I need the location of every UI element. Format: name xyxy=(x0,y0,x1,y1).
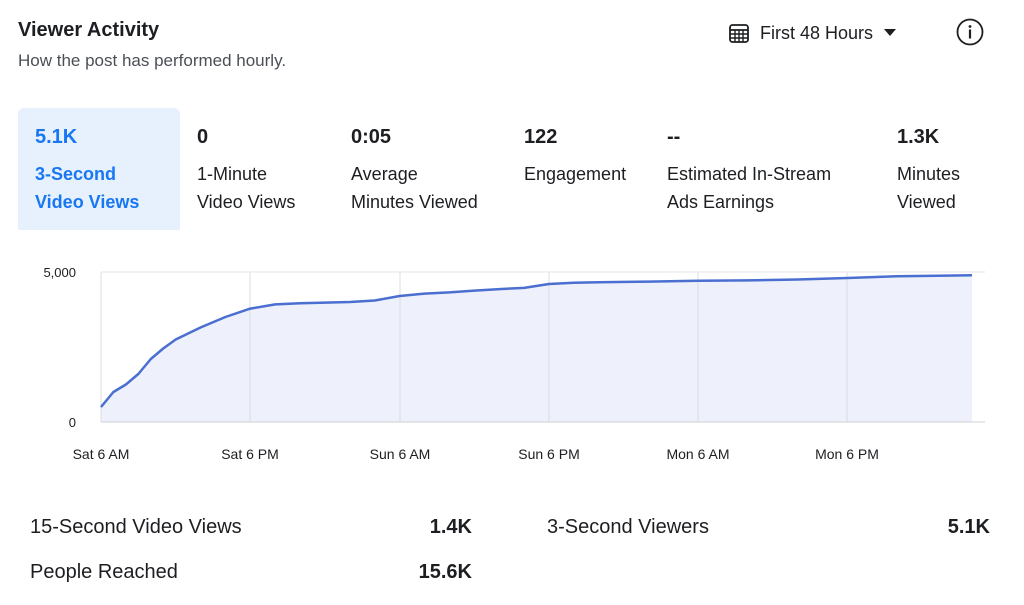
x-tick-label: Sun 6 PM xyxy=(518,446,579,462)
views-area-chart: 5,000 0 Sat 6 AM Sat 6 PM Sun 6 AM Sun 6 PM Mo… xyxy=(43,265,985,462)
metric-value: 122 xyxy=(524,126,558,148)
stat-label-15-second-views: 15-Second Video Views xyxy=(30,516,242,538)
info-icon[interactable] xyxy=(956,18,984,46)
y-tick-label: 5,000 xyxy=(43,265,76,280)
metric-tab-ads-earnings[interactable]: -- Estimated In-Stream Ads Earnings xyxy=(667,108,877,230)
metric-tab-engagement[interactable]: 122 Engagement xyxy=(524,108,654,230)
calendar-icon xyxy=(728,22,750,44)
x-tick-label: Mon 6 PM xyxy=(815,446,879,462)
metric-value: -- xyxy=(667,126,681,148)
date-range-label: First 48 Hours xyxy=(760,22,874,43)
card-title: Viewer Activity xyxy=(18,19,160,41)
metric-label: Average Minutes Viewed xyxy=(351,164,478,212)
y-tick-label: 0 xyxy=(69,415,76,430)
caret-down-icon xyxy=(883,28,897,38)
area-fill xyxy=(101,275,972,422)
x-tick-label: Sat 6 PM xyxy=(221,446,279,462)
stat-label-3-second-viewers: 3-Second Viewers xyxy=(547,516,709,538)
stat-label-people-reached: People Reached xyxy=(30,561,178,583)
metric-label: 3-Second Video Views xyxy=(35,164,140,212)
stat-value-3-second-viewers: 5.1K xyxy=(947,516,990,538)
metric-value: 0:05 xyxy=(351,126,392,148)
x-tick-label: Sun 6 AM xyxy=(370,446,431,462)
x-tick-label: Mon 6 AM xyxy=(666,446,729,462)
metric-value: 5.1K xyxy=(35,126,78,148)
metric-label: Engagement xyxy=(524,164,627,184)
metric-label: 1-Minute Video Views xyxy=(197,164,296,212)
metric-tab-1-minute-views[interactable]: 0 1-Minute Video Views xyxy=(197,108,337,230)
metric-value: 0 xyxy=(197,126,209,148)
metric-value: 1.3K xyxy=(897,126,940,148)
stat-value-15-second-views: 1.4K xyxy=(429,516,472,538)
stat-value-people-reached: 15.6K xyxy=(418,561,472,583)
metric-label: Estimated In-Stream Ads Earnings xyxy=(667,164,832,212)
date-range-dropdown[interactable]: First 48 Hours xyxy=(728,20,897,46)
series-line xyxy=(100,274,973,408)
metric-tab-3-second-views[interactable]: 5.1K 3-Second Video Views xyxy=(18,108,180,230)
metric-tab-minutes-viewed[interactable]: 1.3K Minutes Viewed xyxy=(897,108,997,230)
metric-label: Minutes Viewed xyxy=(897,164,961,212)
x-tick-label: Sat 6 AM xyxy=(73,446,130,462)
metric-tab-average-minutes[interactable]: 0:05 Average Minutes Viewed xyxy=(351,108,511,230)
card-subtitle: How the post has performed hourly. xyxy=(18,51,287,70)
